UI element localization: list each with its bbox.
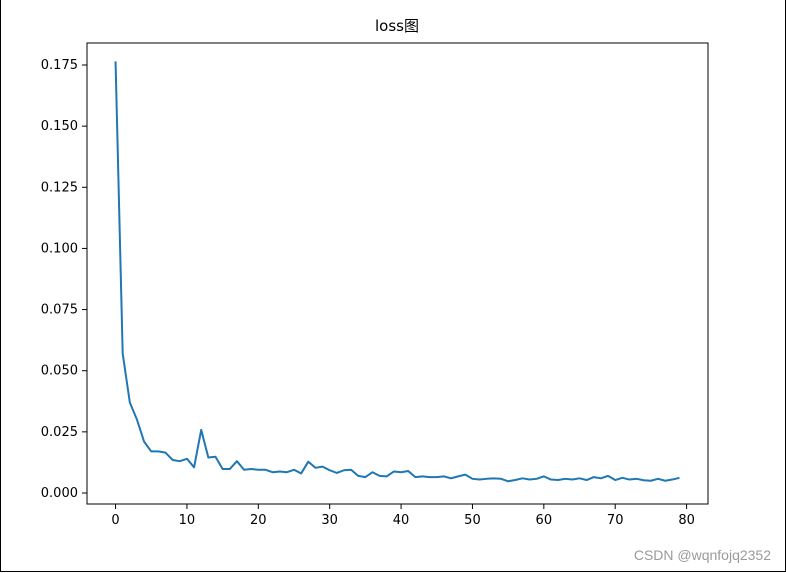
chart-title: loss图 [375, 17, 419, 35]
series-layer [114, 61, 680, 483]
x-tick-label: 10 [179, 513, 196, 528]
y-tick-label: 0.025 [41, 425, 78, 440]
watermark: CSDN @wqnfojq2352 [633, 547, 771, 563]
x-tick-label: 60 [536, 513, 553, 528]
x-tick-label: 70 [607, 513, 624, 528]
x-tick-label: 30 [321, 513, 338, 528]
y-tick-label: 0.125 [41, 180, 78, 195]
y-axis: 0.000 0.025 0.050 0.075 0.100 0.125 0.150 0.175 [41, 58, 87, 501]
y-tick-label: 0.150 [41, 119, 78, 134]
axes-box [86, 42, 709, 505]
y-tick-label: 0.100 [41, 241, 78, 256]
y-tick-label: 0.050 [41, 364, 78, 379]
x-tick-label: 20 [250, 513, 267, 528]
y-tick-label: 0.000 [41, 486, 78, 501]
x-tick-label: 50 [464, 513, 481, 528]
x-tick-label: 80 [678, 513, 695, 528]
x-tick-label: 0 [111, 513, 119, 528]
x-axis: 0 10 20 30 40 50 60 70 80 [111, 504, 695, 528]
x-tick-label: 40 [393, 513, 410, 528]
loss-series-line [114, 61, 680, 483]
y-tick-label: 0.175 [41, 58, 78, 73]
y-tick-label: 0.075 [41, 303, 78, 318]
